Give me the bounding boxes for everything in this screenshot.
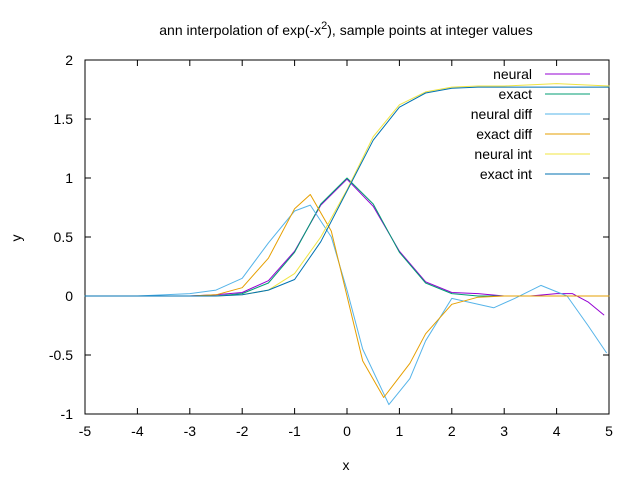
x-tick-label: 5 — [605, 423, 613, 439]
x-tick-label: -1 — [288, 423, 301, 439]
x-tick-label: -3 — [184, 423, 197, 439]
y-tick-label: 1 — [65, 170, 73, 186]
x-axis-label: x — [343, 457, 350, 473]
x-tick-label: -4 — [131, 423, 144, 439]
y-tick-label: 0 — [65, 288, 73, 304]
y-tick-label: -0.5 — [49, 347, 73, 363]
x-tick-label: 4 — [553, 423, 561, 439]
x-tick-label: 2 — [448, 423, 456, 439]
series-line-exact-diff — [84, 194, 610, 398]
series-line-exact — [84, 177, 610, 297]
x-tick-label: -5 — [79, 423, 92, 439]
x-tick-label: 3 — [500, 423, 508, 439]
y-tick-label: -1 — [61, 406, 74, 422]
legend-label: neural int — [474, 146, 532, 162]
y-tick-label: 1.5 — [54, 111, 74, 127]
series-layer — [84, 83, 610, 406]
y-axis-label: y — [8, 235, 24, 242]
legend-label: neural — [493, 66, 532, 82]
legend-label: neural diff — [471, 106, 532, 122]
series-line-exact-int — [84, 86, 610, 297]
legend-label: exact diff — [476, 126, 532, 142]
legend-label: exact int — [480, 166, 532, 182]
chart-title: ann interpolation of exp(-x2), sample po… — [159, 20, 532, 38]
x-tick-label: 1 — [396, 423, 404, 439]
series-line-neural-diff — [84, 204, 607, 406]
legend-label: exact — [499, 86, 533, 102]
y-tick-label: 0.5 — [54, 229, 74, 245]
y-tick-label: 2 — [65, 52, 73, 68]
x-tick-label: 0 — [343, 423, 351, 439]
chart-legend: neural exact neural diff exact diff neural i… — [471, 66, 590, 182]
plot-axes: -5 -4 -3 -2 -1 0 1 2 3 4 5 -1 -0.5 0 0.5 1 1.5 2 — [49, 52, 613, 439]
x-tick-label: -2 — [236, 423, 249, 439]
